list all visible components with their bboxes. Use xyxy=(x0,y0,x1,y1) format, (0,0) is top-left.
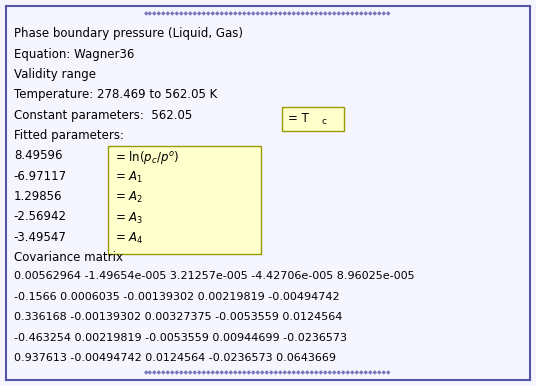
Text: Temperature: 278.469 to 562.05 K: Temperature: 278.469 to 562.05 K xyxy=(14,88,217,102)
Text: -0.463254 0.00219819 -0.0053559 0.00944699 -0.0236573: -0.463254 0.00219819 -0.0053559 0.009446… xyxy=(14,332,347,342)
Text: 0.00562964 -1.49654e-005 3.21257e-005 -4.42706e-005 8.96025e-005: 0.00562964 -1.49654e-005 3.21257e-005 -4… xyxy=(14,271,414,281)
Text: Phase boundary pressure (Liquid, Gas): Phase boundary pressure (Liquid, Gas) xyxy=(14,27,243,40)
Text: Validity range: Validity range xyxy=(14,68,96,81)
FancyBboxPatch shape xyxy=(282,107,344,131)
Text: 0.937613 -0.00494742 0.0124564 -0.0236573 0.0643669: 0.937613 -0.00494742 0.0124564 -0.023657… xyxy=(14,353,336,363)
Text: -3.49547: -3.49547 xyxy=(14,231,66,244)
Text: Constant parameters:  562.05: Constant parameters: 562.05 xyxy=(14,109,192,122)
Text: -2.56942: -2.56942 xyxy=(14,210,67,223)
Text: Covariance matrix: Covariance matrix xyxy=(14,251,123,264)
Text: = T: = T xyxy=(287,112,308,125)
Text: ◆◆◆◆◆◆◆◆◆◆◆◆◆◆◆◆◆◆◆◆◆◆◆◆◆◆◆◆◆◆◆◆◆◆◆◆◆◆◆◆◆◆◆◆◆◆◆◆◆◆◆◆◆◆◆: ◆◆◆◆◆◆◆◆◆◆◆◆◆◆◆◆◆◆◆◆◆◆◆◆◆◆◆◆◆◆◆◆◆◆◆◆◆◆◆◆… xyxy=(144,370,392,375)
Text: = $\it{A}_1$: = $\it{A}_1$ xyxy=(115,170,143,185)
Text: ◆◆◆◆◆◆◆◆◆◆◆◆◆◆◆◆◆◆◆◆◆◆◆◆◆◆◆◆◆◆◆◆◆◆◆◆◆◆◆◆◆◆◆◆◆◆◆◆◆◆◆◆◆◆◆: ◆◆◆◆◆◆◆◆◆◆◆◆◆◆◆◆◆◆◆◆◆◆◆◆◆◆◆◆◆◆◆◆◆◆◆◆◆◆◆◆… xyxy=(144,11,392,16)
Text: 0.336168 -0.00139302 0.00327375 -0.0053559 0.0124564: 0.336168 -0.00139302 0.00327375 -0.00535… xyxy=(14,312,342,322)
Text: = ln($\it{p_c}$/$\it{p^o}$): = ln($\it{p_c}$/$\it{p^o}$) xyxy=(115,149,178,166)
Text: -0.1566 0.0006035 -0.00139302 0.00219819 -0.00494742: -0.1566 0.0006035 -0.00139302 0.00219819… xyxy=(14,292,339,302)
Text: = $\it{A}_3$: = $\it{A}_3$ xyxy=(115,210,143,225)
Text: -6.97117: -6.97117 xyxy=(14,170,67,183)
Text: 1.29856: 1.29856 xyxy=(14,190,62,203)
Text: Equation: Wagner36: Equation: Wagner36 xyxy=(14,47,134,61)
Text: = $\it{A}_2$: = $\it{A}_2$ xyxy=(115,190,143,205)
FancyBboxPatch shape xyxy=(108,147,261,254)
Text: Fitted parameters:: Fitted parameters: xyxy=(14,129,124,142)
Text: 8.49596: 8.49596 xyxy=(14,149,62,163)
Text: c: c xyxy=(322,117,327,126)
Text: = $\it{A}_4$: = $\it{A}_4$ xyxy=(115,231,143,246)
